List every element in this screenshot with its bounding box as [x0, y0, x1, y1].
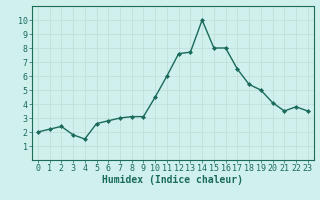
X-axis label: Humidex (Indice chaleur): Humidex (Indice chaleur) — [102, 175, 243, 185]
